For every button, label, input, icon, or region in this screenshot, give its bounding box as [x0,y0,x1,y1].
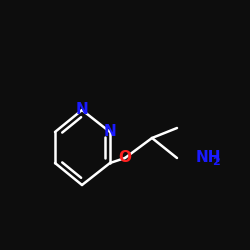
Text: O: O [118,150,132,166]
Text: N: N [104,124,117,140]
Text: N: N [76,102,88,118]
Text: 2: 2 [212,157,220,167]
Text: NH: NH [196,150,222,166]
